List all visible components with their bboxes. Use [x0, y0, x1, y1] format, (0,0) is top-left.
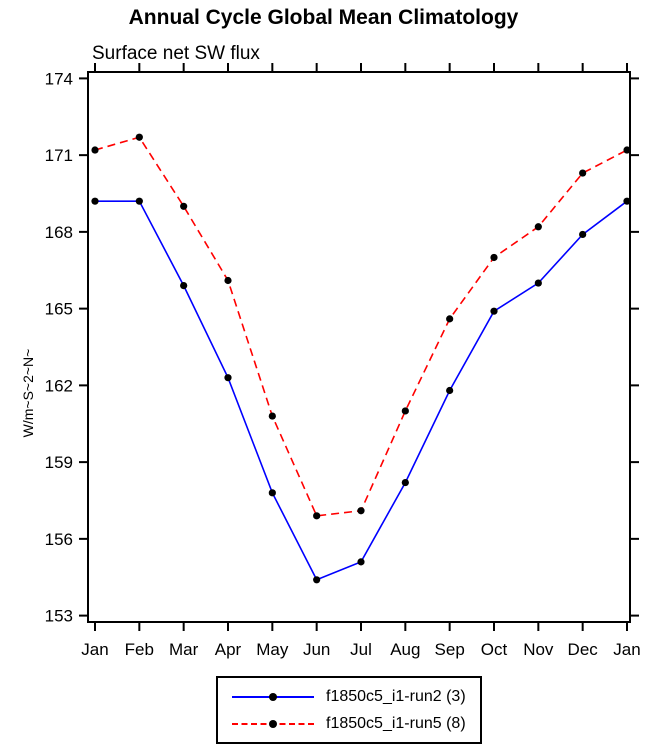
data-point-marker-s0 [357, 558, 365, 566]
x-tick-label: Apr [215, 640, 242, 659]
data-point-marker-s0 [401, 478, 409, 487]
legend: f1850c5_i1-run2 (3) f1850c5_i1-run5 (8) [216, 676, 482, 744]
legend-marker-run2 [269, 692, 277, 701]
legend-item-run2: f1850c5_i1-run2 (3) [218, 683, 480, 710]
legend-label-run5: f1850c5_i1-run5 (8) [326, 714, 466, 732]
y-tick-label: 168 [45, 223, 73, 242]
data-point-marker-s1 [180, 202, 188, 210]
x-tick-label: Dec [568, 640, 599, 659]
legend-marker-run5 [269, 719, 277, 728]
x-tick-label: May [256, 640, 289, 659]
data-point-marker-s1 [534, 223, 542, 231]
data-point-marker-s0 [579, 230, 587, 239]
y-tick-label: 153 [45, 607, 73, 626]
x-tick-label: Feb [125, 640, 154, 659]
y-tick-label: 159 [45, 453, 73, 472]
x-tick-label: Jun [303, 640, 330, 659]
data-point-marker-s1 [268, 412, 276, 420]
data-point-marker-s0 [268, 489, 276, 497]
series-line-1 [94, 136, 628, 517]
data-point-marker-s0 [313, 576, 321, 584]
x-tick-label: Jan [81, 640, 108, 659]
chart-title: Annual Cycle Global Mean Climatology [128, 6, 519, 29]
x-tick-label: Sep [435, 640, 465, 659]
plot-frame [87, 71, 631, 623]
data-point-marker-s1 [401, 407, 409, 415]
data-point-marker-s0 [490, 307, 498, 315]
data-point-marker-s0 [224, 374, 232, 382]
data-point-marker-s1 [579, 169, 587, 177]
data-point-marker-s1 [224, 276, 232, 285]
data-point-marker-s1 [490, 253, 498, 262]
y-tick-label: 156 [45, 530, 73, 549]
data-point-marker-s1 [357, 507, 365, 515]
y-tick-label: 165 [45, 300, 73, 319]
data-point-marker-s0 [180, 282, 188, 290]
data-point-marker-s1 [91, 146, 99, 154]
data-point-marker-s1 [135, 133, 143, 141]
data-point-marker-s1 [446, 315, 454, 323]
x-tick-label: Aug [390, 640, 420, 659]
y-tick-label: 171 [45, 146, 73, 165]
data-point-marker-s0 [135, 197, 143, 205]
chart-subtitle: Surface net SW flux [92, 43, 260, 64]
x-tick-label: Nov [523, 640, 554, 659]
data-point-marker-s1 [623, 146, 631, 154]
data-point-marker-s0 [91, 197, 99, 205]
line-chart-plot-area: Jan Feb Mar Apr May Jun Jul Aug Sep Oct Nov Dec Jan 1… [45, 63, 641, 659]
data-point-marker-s0 [446, 386, 454, 395]
x-tick-label: Mar [169, 640, 199, 659]
x-tick-label: Oct [481, 640, 508, 659]
y-tick-label: 162 [45, 376, 73, 395]
legend-label-run2: f1850c5_i1-run2 (3) [326, 687, 466, 705]
x-tick-label: Jul [350, 640, 372, 659]
data-point-marker-s0 [534, 279, 542, 287]
x-tick-label: Jan [613, 640, 640, 659]
data-point-marker-s0 [623, 197, 631, 205]
y-tick-label: 174 [45, 69, 73, 88]
legend-item-run5: f1850c5_i1-run5 (8) [218, 710, 480, 737]
data-point-marker-s1 [313, 512, 321, 520]
series-line-0 [95, 200, 628, 581]
